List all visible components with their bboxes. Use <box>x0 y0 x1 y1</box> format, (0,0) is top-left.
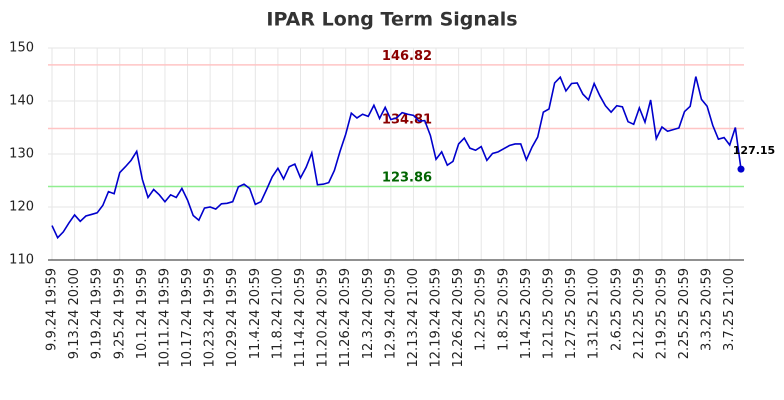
x-tick-label: 9.13.24 20:00 <box>67 268 82 359</box>
x-tick-label: 9.9.24 19:59 <box>45 268 60 351</box>
chart-title: IPAR Long Term Signals <box>266 9 517 31</box>
x-tick-label: 10.1.24 19:59 <box>135 268 150 359</box>
last-point <box>737 165 745 173</box>
x-tick-label: 10.11.24 19:59 <box>157 268 172 368</box>
x-tick-label: 3.7.25 21:00 <box>722 268 737 351</box>
x-tick-label: 2.6.25 20:59 <box>609 268 624 351</box>
x-tick-label: 11.4.24 20:59 <box>248 268 263 359</box>
x-tick-label: 10.17.24 19:59 <box>180 268 195 368</box>
x-tick-label: 2.25.25 20:59 <box>677 268 692 359</box>
signal-label: 146.82 <box>382 49 432 64</box>
x-tick-label: 1.31.25 21:00 <box>587 268 602 359</box>
y-tick-label: 130 <box>9 147 34 162</box>
y-tick-label: 110 <box>9 253 34 268</box>
x-tick-label: 2.12.25 20:59 <box>632 268 647 359</box>
last-value-label: 127.15 <box>733 144 775 157</box>
price-line <box>51 75 742 240</box>
x-tick-label: 12.13.24 21:00 <box>406 268 421 368</box>
x-tick-label: 9.25.24 19:59 <box>112 268 127 359</box>
x-tick-label: 3.3.25 20:59 <box>700 268 715 351</box>
x-tick-label: 2.19.25 20:59 <box>654 268 669 359</box>
x-tick-label: 10.29.24 19:59 <box>225 268 240 368</box>
x-tick-label: 1.14.25 20:59 <box>519 268 534 359</box>
y-tick-label: 120 <box>9 200 34 215</box>
signal-label: 123.86 <box>382 171 432 186</box>
x-tick-label: 11.26.24 20:59 <box>338 268 353 368</box>
y-tick-label: 150 <box>9 41 34 56</box>
x-tick-label: 1.21.25 20:59 <box>541 268 556 359</box>
signal-label: 134.81 <box>382 113 432 128</box>
x-tick-label: 12.3.24 20:59 <box>361 268 376 359</box>
x-tick-label: 9.19.24 19:59 <box>90 268 105 359</box>
x-tick-label: 11.8.24 21:00 <box>270 268 285 359</box>
x-tick-label: 12.9.24 20:59 <box>383 268 398 359</box>
x-tick-label: 1.27.25 20:59 <box>564 268 579 359</box>
x-tick-label: 12.19.24 20:59 <box>429 268 444 368</box>
x-tick-label: 1.8.25 20:59 <box>496 268 511 351</box>
x-tick-label: 11.20.24 20:59 <box>316 268 331 368</box>
y-tick-label: 140 <box>9 94 34 109</box>
x-tick-label: 10.23.24 19:59 <box>203 268 218 368</box>
x-tick-label: 11.14.24 20:59 <box>293 268 308 368</box>
x-tick-label: 1.2.25 20:59 <box>474 268 489 351</box>
x-tick-label: 12.26.24 20:59 <box>451 268 466 368</box>
